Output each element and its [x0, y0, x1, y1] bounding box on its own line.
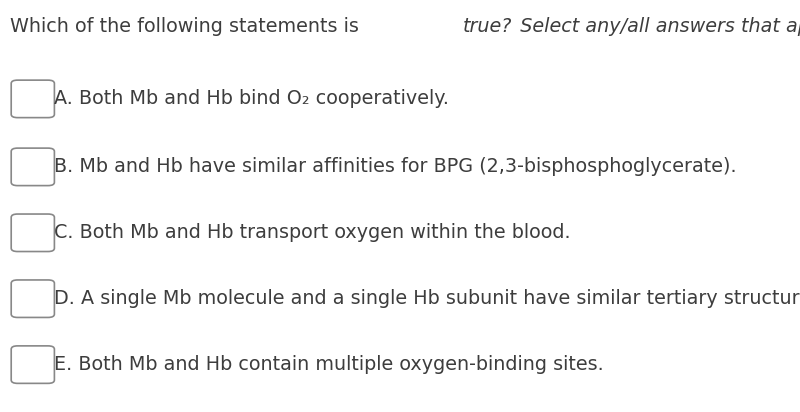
- FancyBboxPatch shape: [11, 148, 54, 185]
- Text: D. A single Mb molecule and a single Hb subunit have similar tertiary structures: D. A single Mb molecule and a single Hb …: [54, 289, 800, 308]
- Text: E. Both Mb and Hb contain multiple oxygen-binding sites.: E. Both Mb and Hb contain multiple oxyge…: [54, 355, 604, 374]
- FancyBboxPatch shape: [11, 214, 54, 251]
- Text: Which of the following statements is: Which of the following statements is: [10, 17, 365, 36]
- Text: true?: true?: [462, 17, 512, 36]
- FancyBboxPatch shape: [11, 80, 54, 118]
- Text: B. Mb and Hb have similar affinities for BPG (2,3-bisphosphoglycerate).: B. Mb and Hb have similar affinities for…: [54, 157, 737, 176]
- Text: Select any/all answers that apply.: Select any/all answers that apply.: [508, 17, 800, 36]
- FancyBboxPatch shape: [11, 280, 54, 317]
- FancyBboxPatch shape: [11, 346, 54, 383]
- Text: C. Both Mb and Hb transport oxygen within the blood.: C. Both Mb and Hb transport oxygen withi…: [54, 223, 571, 242]
- Text: A. Both Mb and Hb bind O₂ cooperatively.: A. Both Mb and Hb bind O₂ cooperatively.: [54, 89, 450, 108]
